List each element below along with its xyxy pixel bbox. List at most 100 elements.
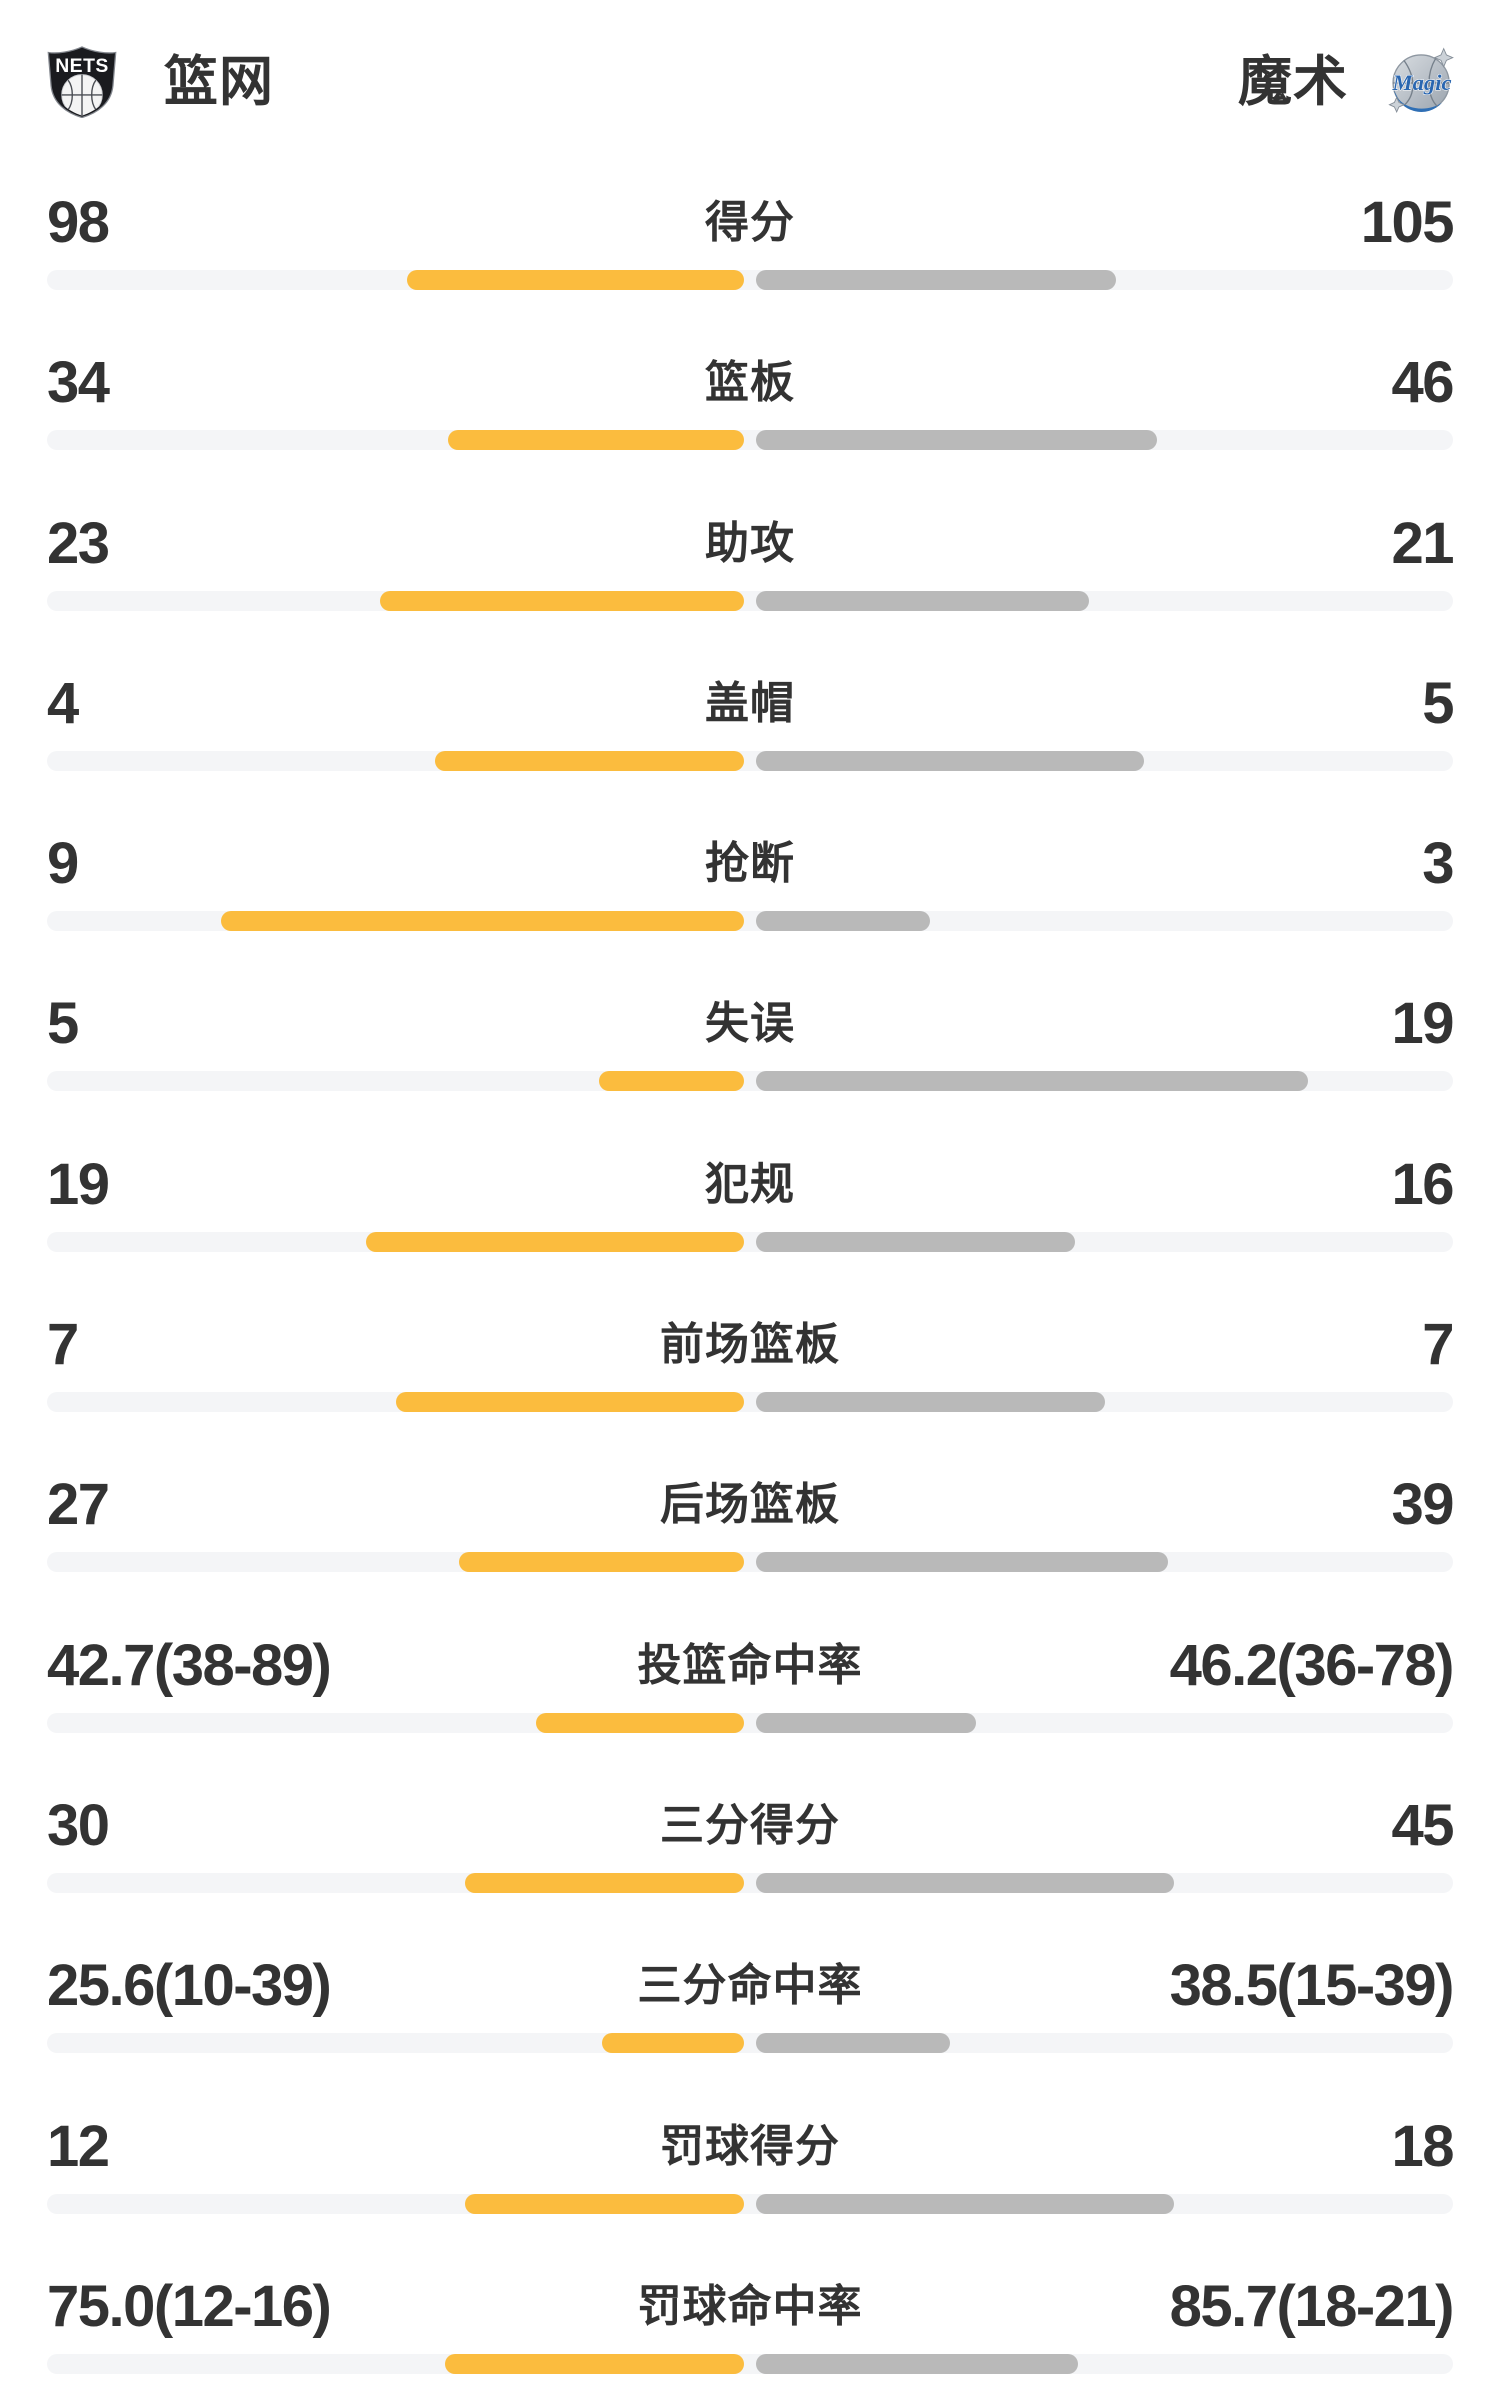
stat-row: 12 罚球得分 18: [0, 2068, 1500, 2228]
left-team-bar: [535, 1712, 744, 1733]
team-right-name: 魔术: [1238, 52, 1348, 112]
right-team-bar: [756, 2193, 1175, 2214]
stat-row-text: 27 后场篮板 39: [47, 1472, 1454, 1538]
stat-row: 34 篮板 46: [0, 304, 1500, 464]
right-team-value: 39: [1391, 1472, 1454, 1538]
left-team-value: 42.7(38-89): [47, 1632, 332, 1698]
stat-label: 篮板: [705, 358, 795, 408]
stat-row: 42.7(38-89) 投篮命中率 46.2(36-78): [0, 1587, 1500, 1747]
stat-bar-track: [47, 1872, 1453, 1893]
stat-row-text: 12 罚球得分 18: [47, 2113, 1454, 2179]
right-team-value: 45: [1391, 1792, 1454, 1858]
stat-bar-track: [47, 750, 1453, 771]
left-team-value: 98: [47, 190, 110, 255]
left-team-value: 27: [47, 1472, 110, 1538]
left-team-value: 34: [47, 350, 110, 416]
stat-label: 助攻: [705, 518, 795, 568]
right-team-value: 38.5(15-39): [1169, 1953, 1455, 2019]
stat-row: 5 失误 19: [0, 945, 1500, 1105]
right-team-value: 46.2(36-78): [1169, 1632, 1455, 1698]
right-team-bar: [756, 1872, 1175, 1893]
right-team-bar: [756, 430, 1157, 451]
right-team-bar: [756, 590, 1089, 611]
left-team-bar: [599, 1071, 744, 1092]
stat-label: 犯规: [705, 1159, 795, 1209]
right-team-bar: [756, 1231, 1075, 1252]
left-team-value: 4: [47, 670, 79, 736]
left-team-value: 5: [47, 991, 79, 1057]
stat-row: 30 三分得分 45: [0, 1747, 1500, 1907]
team-left-name: 篮网: [164, 52, 274, 112]
left-team-bar: [434, 750, 744, 771]
left-team-bar: [221, 911, 744, 932]
right-team-value: 46: [1391, 350, 1454, 416]
stat-row-text: 9 抢断 3: [47, 831, 1454, 897]
stat-bar-track: [47, 911, 1453, 932]
left-team-value: 25.6(10-39): [47, 1953, 332, 2019]
left-team-bar: [445, 2353, 744, 2374]
stat-label: 盖帽: [705, 678, 795, 728]
match-header: NETS 篮网 魔术: [0, 0, 1500, 118]
right-team-value: 3: [1422, 831, 1454, 897]
stat-bar-track: [47, 590, 1453, 611]
stat-label: 三分命中率: [637, 1961, 863, 2011]
right-team-value: 18: [1391, 2113, 1454, 2179]
stat-bar-track: [47, 2033, 1453, 2054]
stat-bar-track: [47, 1552, 1453, 1573]
right-team-value: 16: [1391, 1151, 1454, 1217]
stat-bar-track: [47, 1071, 1453, 1092]
left-team-bar: [395, 1392, 744, 1413]
stat-row-text: 25.6(10-39) 三分命中率 38.5(15-39): [47, 1953, 1455, 2019]
left-team-value: 7: [47, 1312, 79, 1378]
stat-label: 罚球得分: [660, 2121, 840, 2171]
stat-row: 9 抢断 3: [0, 785, 1500, 945]
team-right[interactable]: 魔术 Magic: [1238, 46, 1460, 118]
nets-logo-text: NETS: [55, 55, 109, 77]
stat-row: 4 盖帽 5: [0, 625, 1500, 785]
nets-team-logo-icon: NETS: [44, 46, 120, 118]
left-team-value: 19: [47, 1151, 110, 1217]
team-left[interactable]: NETS 篮网: [44, 46, 274, 118]
right-team-bar: [756, 2033, 950, 2054]
stat-bar-track: [47, 2353, 1453, 2374]
stat-row-text: 23 助攻 21: [47, 510, 1454, 576]
stat-row-text: 34 篮板 46: [47, 350, 1454, 416]
stat-row: 19 犯规 16: [0, 1106, 1500, 1266]
stats-list: 98 得分 105 34 篮板 46 23 助攻 21 4: [0, 144, 1500, 2388]
right-team-value: 21: [1391, 510, 1454, 576]
stat-row-text: 30 三分得分 45: [47, 1792, 1454, 1858]
stat-label: 抢断: [705, 839, 795, 889]
magic-logo-text: Magic: [1391, 70, 1451, 95]
stat-bar-track: [47, 430, 1453, 451]
right-team-bar: [756, 270, 1117, 290]
stat-row-text: 5 失误 19: [47, 991, 1454, 1057]
right-team-value: 105: [1360, 190, 1455, 255]
right-team-bar: [756, 911, 931, 932]
right-team-value: 85.7(18-21): [1169, 2273, 1455, 2339]
stat-bar-track: [47, 1231, 1453, 1252]
stat-row-text: 98 得分 105: [47, 190, 1455, 255]
stat-bar-track: [47, 270, 1453, 290]
right-team-bar: [756, 1712, 977, 1733]
magic-team-logo-icon: Magic: [1384, 46, 1460, 118]
left-team-bar: [407, 270, 744, 290]
stat-row: 7 前场篮板 7: [0, 1266, 1500, 1426]
right-team-value: 5: [1422, 670, 1454, 736]
left-team-bar: [465, 1872, 744, 1893]
stat-label: 后场篮板: [660, 1480, 840, 1530]
stat-label: 三分得分: [660, 1800, 840, 1850]
stat-row: 98 得分 105: [0, 144, 1500, 304]
stat-row: 23 助攻 21: [0, 465, 1500, 625]
stat-row-text: 4 盖帽 5: [47, 670, 1454, 736]
stat-bar-track: [47, 1392, 1453, 1413]
left-team-bar: [465, 2193, 744, 2214]
stat-row: 25.6(10-39) 三分命中率 38.5(15-39): [0, 1907, 1500, 2067]
right-team-bar: [756, 750, 1144, 771]
right-team-bar: [756, 1071, 1308, 1092]
right-team-bar: [756, 2353, 1078, 2374]
left-team-bar: [379, 590, 744, 611]
stat-row-text: 7 前场篮板 7: [47, 1312, 1454, 1378]
left-team-value: 12: [47, 2113, 110, 2179]
stat-row-text: 42.7(38-89) 投篮命中率 46.2(36-78): [47, 1632, 1455, 1698]
